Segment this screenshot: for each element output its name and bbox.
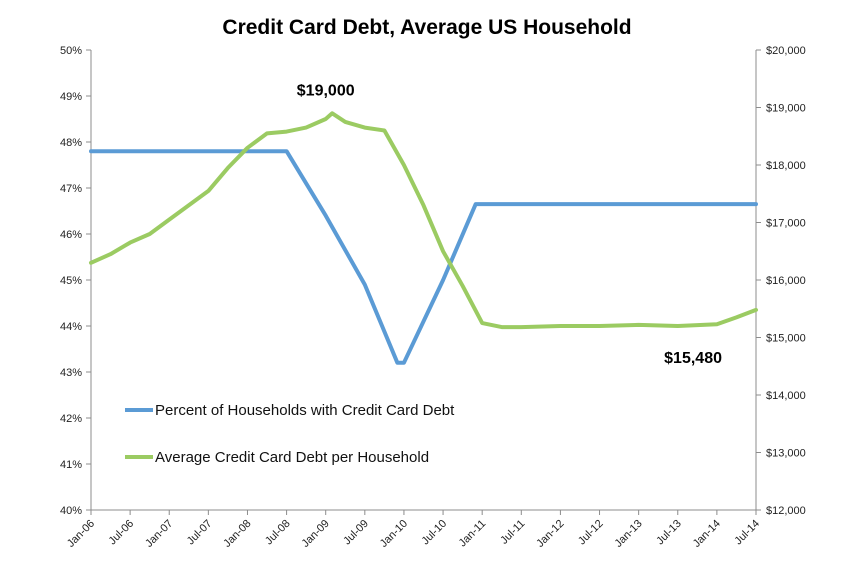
x-tick-label: Jul-10 [420,518,450,548]
x-tick-label: Jan-11 [457,518,489,550]
legend-label-2: Average Credit Card Debt per Household [155,449,429,466]
y-left-tick-label: 41% [60,459,82,471]
y-left-tick-label: 45% [60,275,82,287]
y-right-tick-label: $16,000 [766,275,806,287]
series-lines [89,111,758,365]
annotation-1: $19,000 [297,83,355,100]
x-tick-label: Jan-09 [300,518,332,550]
x-tick-label: Jan-10 [378,518,410,550]
x-tick-label: Jan-12 [534,518,566,550]
series-line-1 [89,149,758,365]
y-left-tick-label: 42% [60,413,82,425]
series-line-2 [89,111,758,330]
x-tick-label: Jul-11 [498,518,527,547]
y-left-tick-label: 48% [60,137,82,149]
x-tick-label: Jul-14 [732,518,762,548]
y-right-tick-label: $12,000 [766,505,806,517]
x-tick-label: Jul-13 [654,518,684,548]
x-axis-ticks: Jan-06 Jul-06 Jan-07 Jul-07 Jan-08 Jul-08 Jan-… [65,510,762,550]
x-tick-label: Jan-08 [221,518,253,550]
y-left-tick-label: 40% [60,505,82,517]
y-axis-right-ticks: $12,000 $13,000 $14,000 $15,000 $16,000 $17,0… [756,45,806,517]
x-tick-label: Jul-07 [185,518,215,548]
annotation-2: $15,480 [664,350,722,367]
y-left-tick-label: 49% [60,91,82,103]
y-right-tick-label: $18,000 [766,160,806,172]
legend: Percent of Households with Credit Card D… [125,402,455,466]
x-tick-label: Jul-09 [341,518,371,548]
y-right-tick-label: $19,000 [766,103,806,115]
chart-title: Credit Card Debt, Average US Household [222,16,631,39]
x-tick-label: Jan-14 [691,518,723,550]
y-right-tick-label: $15,000 [766,333,806,345]
legend-label-1: Percent of Households with Credit Card D… [155,402,455,419]
x-tick-label: Jul-08 [263,518,293,548]
y-left-tick-label: 43% [60,367,82,379]
x-tick-label: Jul-12 [576,518,606,548]
y-right-tick-label: $13,000 [766,448,806,460]
y-right-tick-label: $17,000 [766,218,806,230]
y-left-tick-label: 47% [60,183,82,195]
y-left-tick-label: 46% [60,229,82,241]
x-tick-label: Jan-13 [612,518,644,550]
x-tick-label: Jan-06 [65,518,97,550]
y-axis-left-ticks: 40% 41% 42% 43% 44% 45% 46% 47% 48% 49% 50% [60,45,91,517]
x-tick-label: Jan-07 [143,518,175,550]
y-right-tick-label: $20,000 [766,45,806,57]
y-right-tick-label: $14,000 [766,390,806,402]
x-tick-label: Jul-06 [107,518,137,548]
y-left-tick-label: 50% [60,45,82,57]
y-left-tick-label: 44% [60,321,82,333]
annotations: $19,000 $15,480 [297,83,722,367]
